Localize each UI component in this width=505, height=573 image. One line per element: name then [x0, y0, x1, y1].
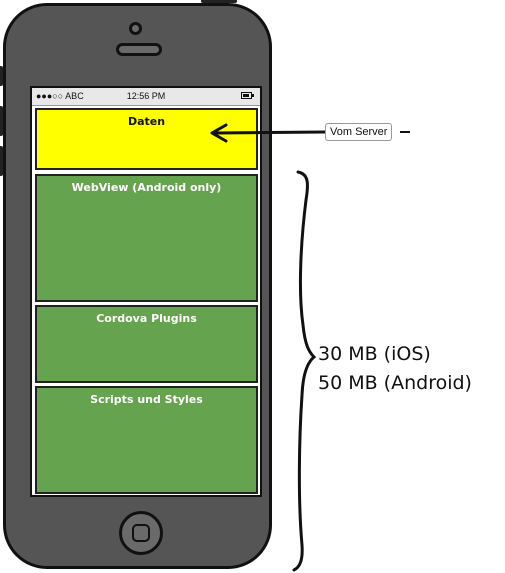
size-label-ios: 30 MB (iOS) [318, 343, 431, 365]
speaker-icon [116, 43, 162, 56]
status-time: 12:56 PM [126, 91, 166, 101]
block-daten-label: Daten [127, 115, 166, 128]
camera-icon [129, 22, 142, 35]
block-cordova-plugins-label: Cordova Plugins [96, 312, 197, 325]
block-webview: WebView (Android only) [35, 174, 258, 302]
arrow-icon [210, 123, 410, 143]
status-carrier: ●●●○○ ABC [36, 91, 84, 101]
power-button [201, 0, 237, 3]
block-cordova-plugins: Cordova Plugins [35, 305, 258, 383]
home-button-square [132, 524, 150, 542]
phone-screen: ●●●○○ ABC 12:56 PM Daten WebView (Androi… [30, 86, 262, 497]
volume-down-button [0, 146, 3, 176]
curly-brace-icon [292, 170, 317, 572]
block-scripts-styles: Scripts und Styles [35, 386, 258, 494]
phone-frame: ●●●○○ ABC 12:56 PM Daten WebView (Androi… [0, 0, 272, 569]
battery-icon [241, 92, 254, 99]
callout-vom-server: Vom Server [325, 123, 393, 141]
mute-switch [0, 66, 3, 86]
block-webview-label: WebView (Android only) [71, 181, 222, 194]
size-label-android: 50 MB (Android) [318, 372, 472, 394]
volume-up-button [0, 106, 3, 136]
status-bar: ●●●○○ ABC 12:56 PM [32, 88, 260, 106]
block-scripts-styles-label: Scripts und Styles [90, 393, 203, 406]
home-button-icon [119, 511, 163, 555]
